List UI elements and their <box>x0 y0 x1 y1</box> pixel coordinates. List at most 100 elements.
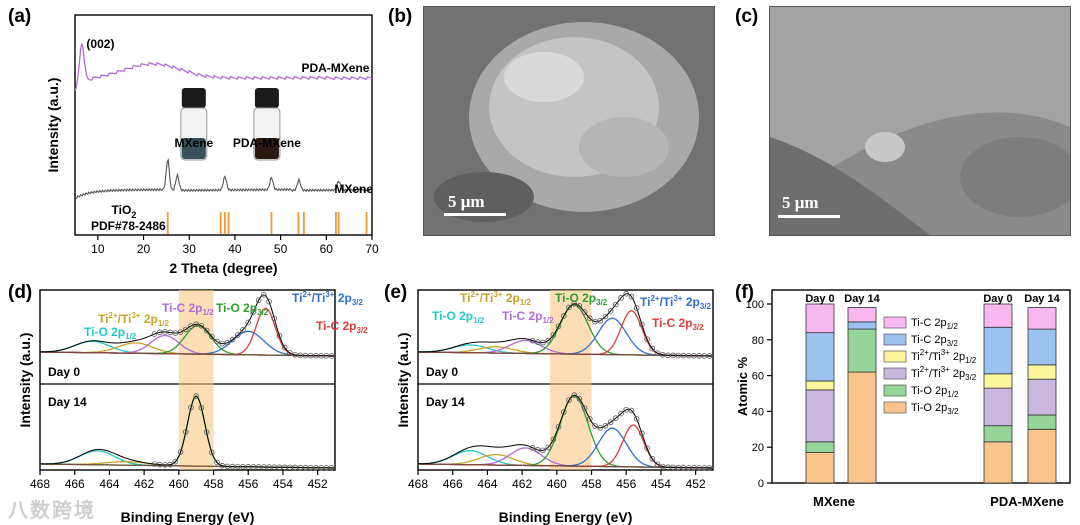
xps-d-data-point <box>208 449 215 456</box>
xps-d-data-point <box>172 458 179 465</box>
xps-e-data-point <box>639 321 645 328</box>
xrd-reference-name-part: TiO <box>112 203 132 217</box>
atomic-legend-label-part: 1/2 <box>965 356 977 365</box>
xps-e-data-point <box>576 303 583 309</box>
atomic-y-tick-label: 60 <box>752 371 764 383</box>
xps-e-label-ti23-3-2-part: 2+ <box>650 294 659 303</box>
xps-d-label-ti23-1-2-part: 2+ <box>108 311 117 320</box>
xps-e-data-point <box>644 336 650 342</box>
atomic-bar-label: Day 0 <box>983 293 1012 305</box>
xps-d-data-point <box>182 429 189 435</box>
atomic-legend-label: Ti2+/Ti3+ 2p3/2 <box>911 365 977 382</box>
atomic-legend-label: Ti-C 2p1/2 <box>911 317 958 331</box>
xrd-x-tick-label: 70 <box>365 242 379 256</box>
xps-e-label-ti23-1-2-part: 2p <box>502 291 519 305</box>
atomic-legend-label-part: Ti-O 2p <box>911 385 947 397</box>
atomic-legend-label-part: /Ti <box>929 351 941 363</box>
atomic-bar-segment <box>1027 414 1057 430</box>
panel-label-b: (b) <box>388 6 413 27</box>
xps-d-label-ti23-1-2-part: Ti <box>98 312 108 326</box>
atomic-legend-label: Ti-O 2p3/2 <box>911 402 959 416</box>
xps-d-label-ti23-1-2-part: 2p <box>140 312 157 326</box>
atomic-bar-segment <box>805 303 835 334</box>
xps-d-data-point <box>203 429 210 435</box>
xps-e-data-point <box>701 465 708 471</box>
atomic-legend-label-part: 2p <box>950 368 965 380</box>
xps-e-data-point <box>534 339 541 345</box>
xps-d-label-ti23-3-2-part: 3+ <box>325 290 334 299</box>
xps-d-data-point <box>177 329 184 335</box>
xps-e-data-point <box>685 352 692 359</box>
atomic-y-tick-label: 100 <box>746 299 764 311</box>
xps-e-data-point <box>618 295 624 301</box>
xps-d-data-point <box>198 322 205 329</box>
atomic-legend-label-part: Ti <box>911 368 920 380</box>
xps-d-label-tio-1-2-part: 1/2 <box>125 332 137 341</box>
xrd-x-tick-label: 30 <box>183 242 197 256</box>
vial-mxene-label: MXene <box>174 136 213 150</box>
panel-label-f: (f) <box>735 282 754 303</box>
xps-d-data-point <box>287 350 293 356</box>
xps-e-envelope-0 <box>418 293 712 357</box>
xps-e-data-point <box>639 430 645 437</box>
atomic-bar-segment <box>847 328 877 373</box>
xps-d-data-point <box>162 329 168 335</box>
sem-image-b: 5 μm <box>423 6 715 236</box>
scale-bar-b <box>444 213 506 216</box>
atomic-bar-segment <box>1027 428 1057 484</box>
xps-e-data-point <box>696 353 702 359</box>
xps-e-label-tic-3-2-part: 3/2 <box>692 323 704 332</box>
xps-e-label-tic-3-2-part: Ti-C 2p <box>652 316 692 330</box>
xps-d-data-point <box>224 463 231 470</box>
atomic-y-axis-title: Atomic % <box>735 356 750 416</box>
xrd-trace-pda-mxene <box>74 43 373 91</box>
xps-e-label-tic-1-2-part: Ti-C 2p <box>502 309 542 323</box>
xps-e-data-point <box>566 397 572 403</box>
panel-label-d: (d) <box>8 282 33 303</box>
atomic-bar-segment <box>1027 364 1057 380</box>
xps-d-data-point <box>276 333 283 339</box>
xps-e-x-tick-label: 454 <box>651 477 671 491</box>
atomic-legend-label-part: 1/2 <box>947 322 959 331</box>
xps-e-x-tick-label: 464 <box>477 477 497 491</box>
xps-d-data-point <box>302 352 309 359</box>
xps-d-label-tic-1-2-part: 1/2 <box>202 308 214 317</box>
xps-e-data-point <box>670 352 676 359</box>
xps-d-data-point <box>292 352 298 358</box>
xps-d-data-point <box>250 309 257 315</box>
panel-label-c: (c) <box>735 6 759 27</box>
xps-e-data-point <box>675 464 682 471</box>
xrd-axes <box>74 14 373 236</box>
xps-e-data-point <box>680 464 687 471</box>
atomic-legend-label-part: 1/2 <box>947 390 959 399</box>
xps-d-baseline-0 <box>39 351 336 357</box>
xrd-x-tick-label: 50 <box>274 242 288 256</box>
xps-d-subplot-label-0: Day 0 <box>48 365 80 379</box>
atomic-legend-label-part: 3/2 <box>947 407 959 416</box>
atomic-bar-segment <box>983 425 1013 443</box>
xps-d-label-tic-1-2-part: Ti-C 2p <box>162 301 202 315</box>
xps-d-data-point <box>302 464 309 471</box>
xps-e-label-ti23-1-2: Ti2+/Ti3+ 2p1/2 <box>460 290 532 307</box>
xps-d-envelope-1 <box>40 395 334 469</box>
xrd-x-tick-label: 40 <box>228 242 242 256</box>
xps-e-data-point <box>623 290 630 297</box>
xps-e-data-point <box>581 405 588 411</box>
xrd-reference-pdf: PDF#78-2486 <box>91 219 166 233</box>
xps-e-data-point <box>592 318 598 325</box>
xps-d-data-point <box>193 393 199 399</box>
xps-d-data-point <box>271 464 278 470</box>
sem-image-c: 5 μm <box>769 6 1071 236</box>
atomic-legend-label: Ti-C 2p3/2 <box>911 334 958 348</box>
xps-d-label-ti23-1-2-part: 3+ <box>131 311 140 320</box>
xps-d-x-tick-label: 462 <box>134 477 154 491</box>
xps-d-label-ti23-3-2-part: 2p <box>334 291 351 305</box>
xps-d-data-point <box>297 352 304 359</box>
xrd-reference-name: TiO2 <box>112 203 137 220</box>
xps-d-label-tic-3-2: Ti-C 2p3/2 <box>316 319 368 335</box>
atomic-bar-segment <box>983 387 1013 427</box>
atomic-legend-swatch <box>883 401 907 414</box>
xps-d-y-axis-title: Intensity (a.u.) <box>17 333 33 428</box>
xps-d-data-point <box>255 297 262 304</box>
xps-e-data-point <box>696 465 702 471</box>
